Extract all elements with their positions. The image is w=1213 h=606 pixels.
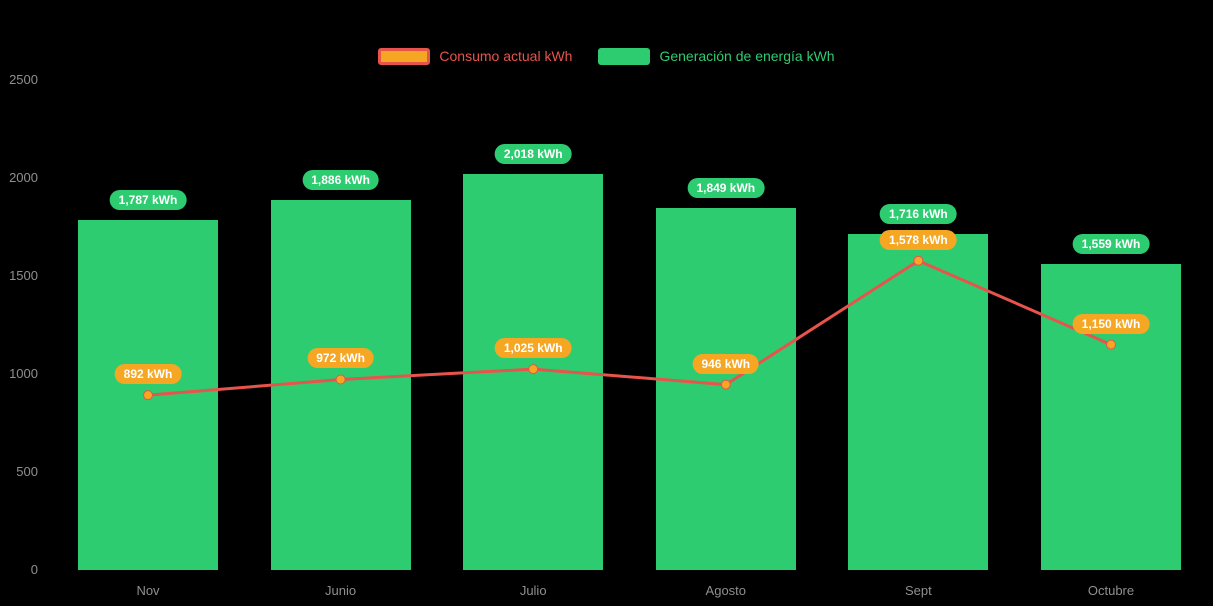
- consumption-value-label-octubre: 1,150 kWh: [1072, 313, 1150, 334]
- consumption-value-label-sept: 1,578 kWh: [880, 229, 957, 250]
- y-axis-tick-label: 500: [16, 464, 38, 479]
- legend-item-consumo[interactable]: Consumo actual kWh: [378, 48, 572, 65]
- generation-value-label-octubre: 1,559 kWh: [1072, 234, 1150, 255]
- generation-value-label-nov: 1,787 kWh: [109, 189, 187, 210]
- chart-legend: Consumo actual kWh Generación de energía…: [0, 48, 1213, 65]
- x-axis-label-sept: Sept: [905, 583, 932, 598]
- y-axis-tick-label: 2500: [9, 72, 38, 87]
- x-axis-label-junio: Junio: [325, 583, 357, 598]
- line-point-octubre[interactable]: [1106, 339, 1116, 350]
- line-point-nov[interactable]: [143, 390, 153, 401]
- generation-value-label-junio: 1,886 kWh: [302, 170, 379, 191]
- line-point-sept[interactable]: [913, 255, 924, 266]
- generation-value-label-sept: 1,716 kWh: [880, 203, 957, 224]
- y-axis-tick-label: 1500: [9, 268, 38, 283]
- consumption-value-label-julio: 1,025 kWh: [494, 338, 572, 359]
- line-point-agosto[interactable]: [720, 379, 731, 390]
- legend-item-generacion[interactable]: Generación de energía kWh: [598, 48, 835, 65]
- x-axis-label-octubre: Octubre: [1087, 583, 1135, 598]
- line-point-junio[interactable]: [335, 374, 346, 385]
- consumption-value-label-junio: 972 kWh: [307, 348, 374, 369]
- y-axis-tick-label: 2000: [9, 170, 38, 185]
- consumo-legend-label: Consumo actual kWh: [439, 48, 573, 64]
- generation-value-label-agosto: 1,849 kWh: [687, 177, 765, 198]
- y-axis-tick-label: 0: [30, 562, 38, 577]
- x-axis-label-nov: Nov: [136, 583, 160, 598]
- x-axis-label-julio: Julio: [519, 583, 547, 598]
- consumption-value-label-nov: 892 kWh: [114, 364, 182, 385]
- generation-bar-junio[interactable]: [270, 200, 411, 570]
- consumo-legend-swatch: [378, 48, 431, 65]
- generacion-legend-swatch: [598, 48, 651, 65]
- line-point-julio[interactable]: [528, 364, 539, 375]
- consumption-line-path: [147, 259, 1112, 397]
- x-axis-label-agosto: Agosto: [705, 583, 747, 598]
- consumption-value-label-agosto: 946 kWh: [692, 353, 760, 374]
- y-axis-tick-label: 1000: [9, 366, 38, 381]
- generation-value-label-julio: 2,018 kWh: [494, 144, 572, 165]
- generacion-legend-label: Generación de energía kWh: [659, 48, 835, 64]
